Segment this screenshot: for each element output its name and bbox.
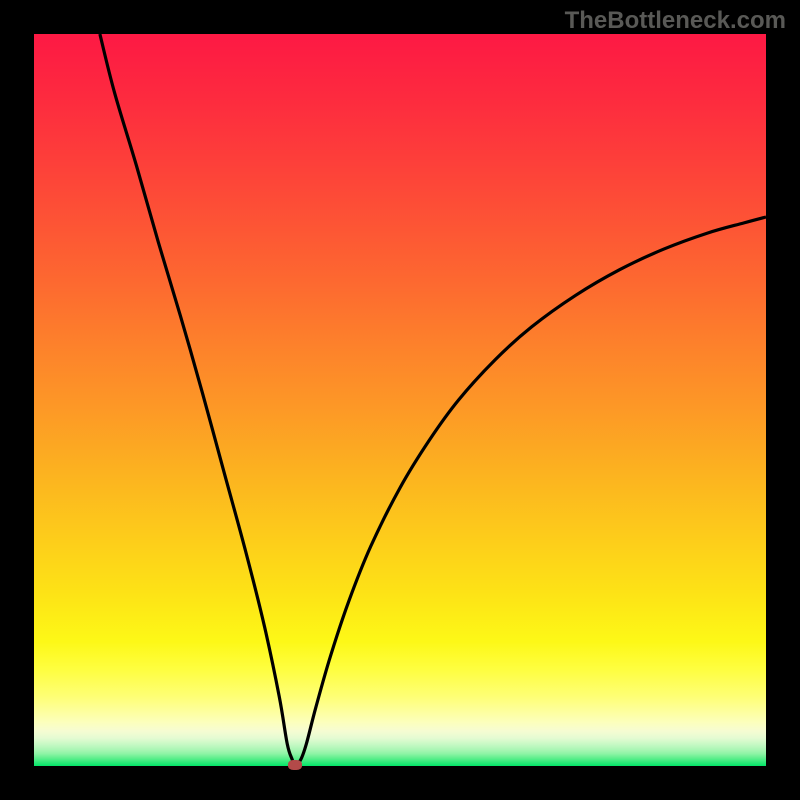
plot-svg [34, 34, 766, 766]
minimum-marker [288, 760, 302, 770]
gradient-background [34, 34, 766, 766]
plot-area [34, 34, 766, 766]
watermark-text: TheBottleneck.com [565, 7, 786, 35]
